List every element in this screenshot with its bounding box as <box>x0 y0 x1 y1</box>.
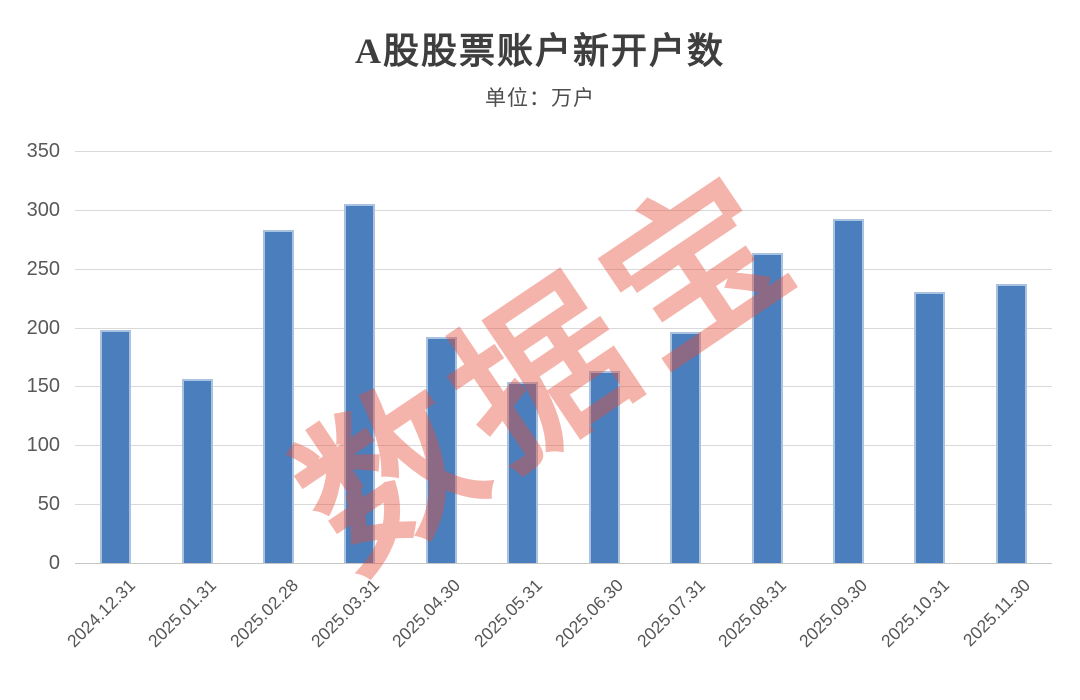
bar-column <box>889 151 970 563</box>
gridline-50 <box>75 504 1052 506</box>
bar-column <box>238 151 319 563</box>
plot-area <box>75 151 1052 564</box>
y-tick-label-50: 50 <box>37 493 60 516</box>
gridline-350 <box>75 151 1052 152</box>
bar-column <box>808 151 889 563</box>
bar-2025.09.30 <box>833 219 864 563</box>
bar-2025.07.31 <box>670 332 702 563</box>
bar-column <box>156 151 237 563</box>
x-tick-label-2025.07.31: 2025.07.31 <box>632 575 709 652</box>
bar-series <box>75 151 1052 563</box>
gridline-250 <box>75 268 1052 270</box>
bar-2025.01.31 <box>181 379 213 563</box>
bar-2025.04.30 <box>425 337 457 563</box>
bar-column <box>971 151 1052 563</box>
gridline-150 <box>75 386 1052 388</box>
bar-2025.08.31 <box>751 253 783 563</box>
bar-2025.11.30 <box>995 284 1027 563</box>
gridline-200 <box>75 327 1052 329</box>
bar-2025.06.30 <box>588 371 620 563</box>
gridline-100 <box>75 445 1052 447</box>
x-tick-label-2025.02.28: 2025.02.28 <box>225 575 302 652</box>
bar-column <box>564 151 645 563</box>
x-tick-label-2025.05.31: 2025.05.31 <box>469 575 546 652</box>
bar-column <box>401 151 482 563</box>
x-tick-label-2025.01.31: 2025.01.31 <box>144 575 221 652</box>
y-tick-label-200: 200 <box>26 316 60 339</box>
y-tick-label-0: 0 <box>48 552 60 574</box>
y-tick-label-250: 250 <box>26 257 60 280</box>
bar-2025.03.31 <box>344 203 376 563</box>
x-tick-label-2024.12.31: 2024.12.31 <box>62 575 139 652</box>
chart-title: A股股票账户新开户数 <box>355 31 725 71</box>
bar-2025.10.31 <box>914 292 946 563</box>
x-tick-label-2025.06.30: 2025.06.30 <box>551 575 628 652</box>
x-tick-label-2025.09.30: 2025.09.30 <box>795 575 872 652</box>
gridline-0 <box>75 563 1052 564</box>
gridline-300 <box>75 209 1052 211</box>
y-tick-label-100: 100 <box>26 434 60 457</box>
x-tick-label-2025.08.31: 2025.08.31 <box>714 575 791 652</box>
bar-column <box>726 151 807 563</box>
x-tick-label-2025.10.31: 2025.10.31 <box>876 575 954 652</box>
x-tick-label-2025.04.30: 2025.04.30 <box>388 575 465 652</box>
y-tick-label-150: 150 <box>26 375 60 398</box>
bar-column <box>645 151 726 563</box>
x-tick-label-2025.03.31: 2025.03.31 <box>307 575 384 652</box>
y-tick-label-350: 350 <box>26 140 60 162</box>
bar-column <box>75 151 156 563</box>
bar-column <box>482 151 563 563</box>
y-tick-label-300: 300 <box>26 198 60 221</box>
bar-2025.02.28 <box>263 229 295 563</box>
bar-2025.05.31 <box>507 381 539 563</box>
x-tick-label-2025.11.30: 2025.11.30 <box>959 575 1035 651</box>
bar-column <box>319 151 400 563</box>
bar-2024.12.31 <box>100 329 132 563</box>
chart-subtitle: 单位：万户 <box>485 86 595 110</box>
